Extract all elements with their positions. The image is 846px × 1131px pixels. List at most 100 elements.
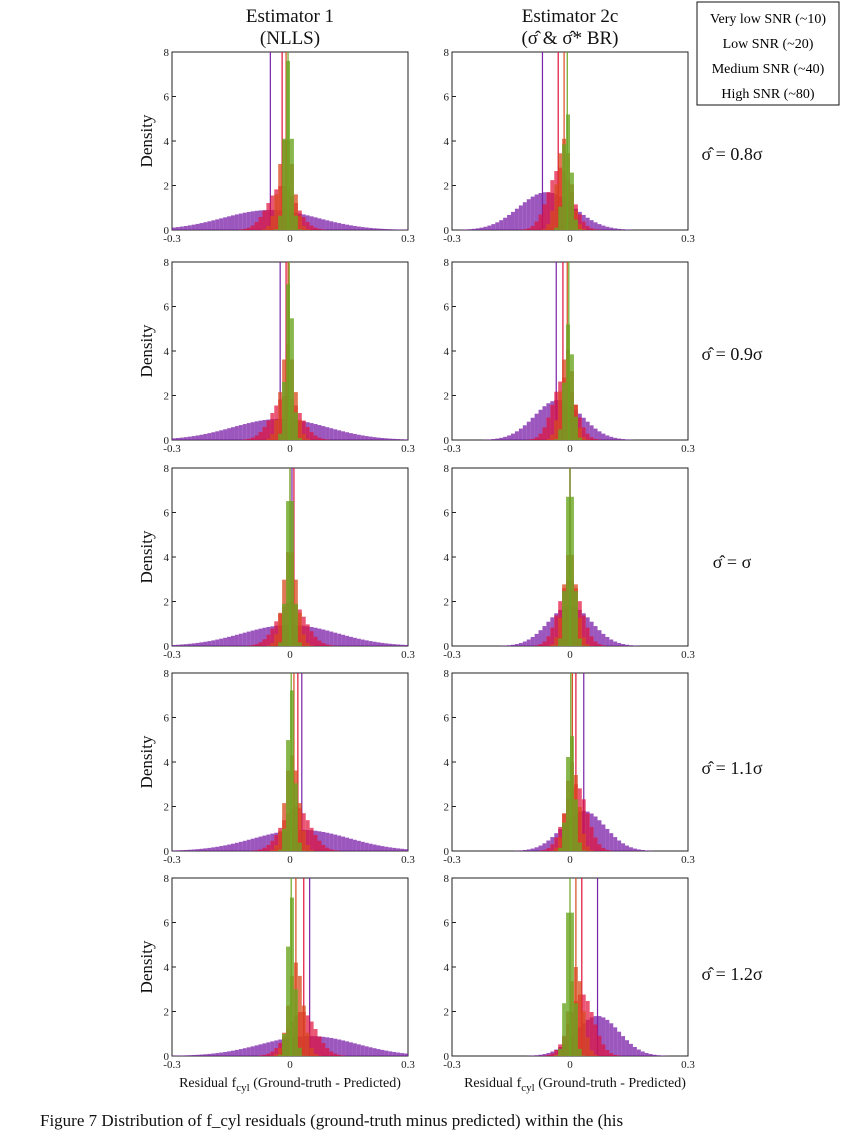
hist-bar [274, 419, 279, 440]
hist-bar [297, 419, 302, 440]
hist-bar [231, 843, 235, 851]
hist-bar [601, 848, 606, 851]
hist-bar [266, 420, 271, 440]
hist-bar [262, 1043, 267, 1056]
hist-bar [629, 847, 633, 851]
hist-bar [219, 218, 224, 230]
hist-bar [609, 833, 614, 851]
hist-bar [337, 223, 342, 230]
hist-bar [337, 835, 342, 851]
hist-bar [309, 216, 314, 230]
y-tick-label: 8 [164, 668, 170, 680]
y-tick-label: 2 [164, 1007, 170, 1019]
hist-bar [491, 439, 496, 440]
y-tick-label: 6 [444, 713, 450, 725]
hist-bar [329, 849, 334, 851]
hist-bar [203, 641, 208, 646]
x-tick-label: -0.3 [443, 854, 461, 866]
hist-bar [400, 644, 405, 646]
hist-bar [238, 633, 243, 646]
hist-bar [648, 1054, 653, 1056]
hist-bar [246, 1047, 251, 1056]
hist-bar [254, 435, 259, 440]
hist-bar [585, 433, 590, 440]
hist-bar [297, 229, 302, 230]
hist-bar [384, 1050, 389, 1056]
x-tick-label: 0 [567, 233, 573, 245]
hist-bar [554, 847, 559, 851]
hist-bar [231, 635, 235, 646]
x-tick-label: 0.3 [681, 1059, 695, 1071]
hist-bar [644, 1052, 649, 1056]
x-tick-label: 0.3 [401, 443, 415, 455]
hist-bar [242, 840, 247, 851]
hist-bar [538, 214, 543, 230]
hist-bar [305, 643, 310, 646]
hist-bar [530, 417, 535, 440]
hist-bar [585, 421, 590, 440]
hist-bar [376, 845, 381, 851]
hist-bar [337, 430, 342, 440]
hist-bar [376, 437, 381, 440]
hist-bar [203, 848, 208, 851]
hist-bar [593, 428, 598, 440]
hist-bar [542, 641, 547, 646]
hist-bar [542, 626, 547, 646]
y-tick-label: 2 [444, 597, 450, 609]
hist-bar [215, 846, 220, 851]
hist-bar [274, 1054, 279, 1056]
hist-bar [546, 224, 551, 230]
hist-bar [183, 1055, 188, 1056]
hist-bar [601, 645, 606, 646]
x-tick-label: 0.3 [681, 854, 695, 866]
col-title-2-line1: Estimator 2c [522, 6, 619, 27]
legend-item-medium: Medium SNR (~40) [712, 62, 825, 77]
hist-bar [278, 392, 283, 440]
hist-bar [317, 425, 322, 440]
hist-bar [215, 431, 220, 440]
legend-item-high: High SNR (~80) [721, 87, 814, 102]
hist-bar [321, 831, 326, 851]
hist-bar [195, 849, 200, 851]
hist-bar [266, 834, 271, 851]
hist-bar [215, 639, 220, 646]
hist-bar [593, 641, 598, 646]
hist-bar [573, 416, 578, 440]
y-tick-label: 4 [444, 136, 450, 148]
hist-bar [297, 642, 302, 646]
y-tick-label: 0 [444, 846, 450, 858]
hist-bar [392, 644, 397, 646]
hist-bar [589, 1011, 594, 1056]
hist-bar [392, 229, 397, 230]
hist-bar [352, 637, 357, 646]
hist-bar [372, 844, 377, 851]
hist-bar [593, 222, 598, 230]
hist-bar [597, 1035, 602, 1056]
hist-bar [613, 641, 618, 646]
hist-bar [297, 842, 302, 851]
hist-bar [329, 1051, 334, 1056]
hist-bar [511, 644, 515, 646]
hist-bar [223, 429, 228, 440]
hist-bar [262, 835, 267, 851]
hist-bar [526, 849, 531, 851]
y-tick-label: 0 [164, 846, 170, 858]
hist-bar [207, 433, 212, 440]
hist-bar [570, 496, 574, 646]
hist-bar [254, 850, 259, 851]
hist-bar [558, 617, 563, 646]
hist-bar [656, 1055, 661, 1056]
hist-bar [368, 1047, 373, 1056]
hist-bar [644, 850, 649, 851]
hist-bar [191, 1055, 196, 1056]
hist-bar [270, 1041, 275, 1056]
hist-bar [376, 1049, 381, 1056]
hist-bar [254, 644, 259, 646]
hist-bar [297, 803, 302, 851]
hist-bar [360, 435, 365, 440]
hist-bar [223, 637, 228, 646]
x-tick-label: 0.3 [681, 649, 695, 661]
hist-bar [518, 205, 523, 230]
x-axis-label-col1-sub: cyl [236, 1082, 249, 1094]
